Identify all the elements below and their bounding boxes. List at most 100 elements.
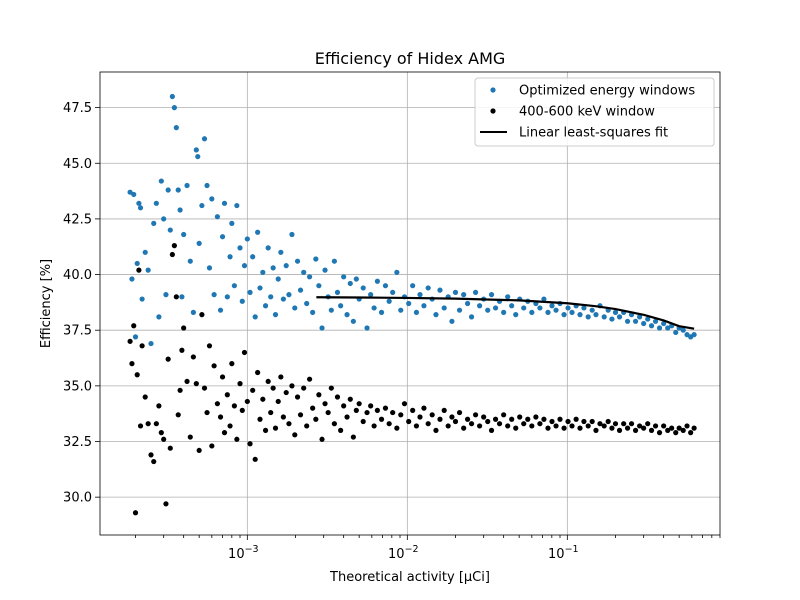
optimized-point — [196, 240, 202, 246]
optimized-point — [204, 182, 210, 189]
fixed-window-point — [173, 294, 179, 300]
fixed-window-point — [301, 385, 307, 391]
optimized-point — [569, 309, 575, 315]
y-tick-label: 45.0 — [63, 157, 92, 172]
optimized-point — [278, 249, 284, 255]
optimized-point — [609, 316, 615, 322]
fixed-window-point — [533, 414, 539, 420]
optimized-point — [156, 314, 162, 320]
optimized-point — [231, 283, 237, 289]
optimized-point — [589, 307, 595, 313]
fixed-window-point — [214, 401, 220, 407]
fixed-window-point — [158, 430, 164, 436]
fixed-window-point — [364, 409, 370, 416]
optimized-point — [265, 245, 271, 251]
optimized-point — [553, 307, 559, 313]
optimized-point — [292, 305, 298, 311]
fixed-window-point — [477, 423, 483, 429]
optimized-point — [410, 283, 416, 289]
fixed-window-point — [624, 425, 631, 431]
fixed-window-point — [193, 381, 199, 387]
fixed-window-point — [341, 403, 347, 409]
optimized-point — [193, 147, 199, 153]
fixed-window-point — [386, 421, 392, 427]
optimized-point — [612, 309, 619, 315]
fixed-window-point — [456, 409, 463, 416]
fixed-window-point — [688, 430, 694, 436]
fixed-window-point — [328, 385, 334, 391]
fixed-window-point — [127, 338, 133, 344]
optimized-point — [641, 320, 647, 327]
optimized-point — [195, 153, 201, 160]
optimized-point — [304, 300, 310, 307]
fixed-window-point — [437, 416, 443, 422]
optimized-point — [184, 182, 190, 189]
optimized-point — [581, 305, 587, 311]
fixed-window-point — [394, 425, 400, 431]
fixed-window-point — [206, 343, 213, 349]
fixed-window-point — [581, 418, 587, 425]
optimized-point — [492, 305, 499, 311]
fixed-window-point — [131, 323, 137, 329]
y-tick-label: 30.0 — [63, 491, 92, 506]
y-tick-label: 42.5 — [63, 212, 92, 227]
fixed-window-point — [445, 423, 451, 429]
fixed-window-point — [676, 425, 682, 431]
optimized-point — [513, 312, 519, 318]
fixed-window-point — [167, 445, 173, 451]
fixed-window-point — [156, 403, 162, 409]
fixed-window-point — [593, 427, 599, 433]
fixed-window-point — [310, 405, 316, 411]
fixed-window-point — [177, 387, 183, 393]
fixed-window-point — [247, 441, 253, 447]
fixed-window-point — [319, 436, 325, 442]
optimized-point — [398, 307, 404, 313]
optimized-point — [294, 258, 301, 264]
fixed-window-point — [449, 414, 455, 420]
fixed-window-point — [231, 403, 237, 409]
axes-frame — [99, 71, 721, 536]
fixed-window-point — [262, 427, 269, 433]
fixed-window-point — [665, 427, 671, 433]
fixed-window-point — [148, 452, 154, 458]
optimized-point — [286, 292, 292, 298]
fixed-window-point — [356, 401, 362, 407]
optimized-point — [151, 220, 157, 226]
fixed-window-point — [661, 423, 667, 429]
optimized-point — [206, 265, 213, 271]
optimized-point — [171, 105, 177, 111]
legend-marker-optimized — [490, 87, 496, 93]
fixed-window-point — [541, 416, 547, 422]
optimized-point — [378, 309, 385, 315]
optimized-point — [175, 187, 181, 193]
fixed-window-point — [151, 458, 157, 465]
fixed-window-point — [549, 418, 555, 425]
optimized-point — [371, 305, 377, 311]
fixed-window-point — [648, 427, 655, 433]
fixed-window-point — [211, 363, 217, 369]
fixed-window-point — [275, 398, 281, 405]
fixed-window-point — [313, 416, 319, 422]
x-axis-label: Theoretical activity [μCi] — [329, 570, 490, 585]
fixed-window-point — [179, 347, 185, 353]
fixed-window-point — [557, 416, 563, 422]
optimized-point — [244, 236, 250, 242]
series-optimized — [127, 93, 697, 347]
optimized-point — [509, 303, 515, 309]
optimized-point — [239, 298, 245, 304]
optimized-point — [268, 294, 274, 300]
legend-marker-fixed-window — [490, 108, 496, 114]
fixed-window-point — [234, 436, 240, 442]
optimized-point — [313, 256, 319, 262]
fixed-window-point — [656, 430, 663, 436]
fixed-window-point — [165, 356, 171, 362]
optimized-point — [132, 334, 139, 340]
fixed-window-point — [441, 407, 447, 413]
optimized-point — [468, 314, 475, 320]
legend-label: Linear least-squares fit — [519, 126, 668, 141]
optimized-point — [545, 309, 551, 315]
optimized-point — [301, 269, 307, 275]
optimized-point — [250, 254, 256, 260]
fixed-window-point — [529, 423, 535, 429]
fixed-window-point — [201, 385, 208, 391]
